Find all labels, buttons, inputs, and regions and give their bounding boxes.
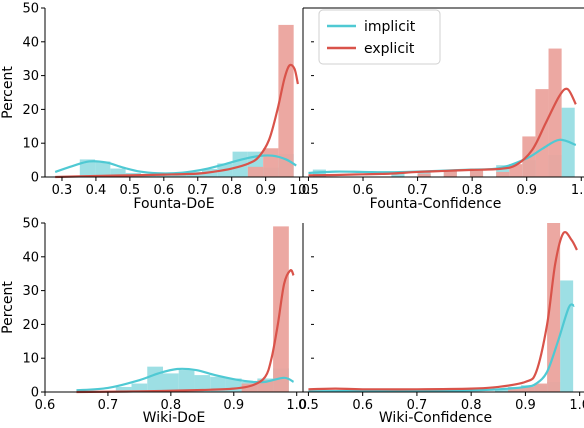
wiki-confidence-xtick-label: 0.6	[352, 398, 373, 413]
wiki-doe-ytick-label: 20	[22, 318, 39, 333]
founta-doe-xtick-label: 0.6	[153, 183, 174, 198]
founta-doe-ytick-label: 0	[31, 171, 39, 186]
founta-confidence-xlabel: Founta-Confidence	[370, 196, 502, 212]
wiki-confidence-xtick-label: 1.0	[569, 398, 584, 413]
founta-confidence-implicit-bar	[391, 173, 405, 177]
legend: implicit explicit	[318, 9, 441, 65]
founta-doe-xtick-label: 0.7	[187, 183, 208, 198]
wiki-confidence-explicit-bar	[534, 383, 548, 392]
wiki-doe-ytick-label: 50	[22, 217, 39, 232]
founta-doe-implicit-bar	[79, 159, 96, 177]
founta-doe-ytick-label: 20	[22, 103, 39, 118]
founta-confidence-explicit-kde-line	[308, 87, 577, 177]
wiki-confidence-xtick-label: 0.7	[407, 398, 428, 413]
wiki-confidence-implicit-bar	[495, 388, 509, 392]
wiki-doe-implicit-kde-line	[76, 367, 295, 392]
founta-confidence-explicit-bar	[548, 48, 562, 178]
founta-doe-explicit-bar	[247, 166, 264, 177]
founta-doe-explicit-bar	[278, 24, 294, 178]
wiki-doe-ytick-label: 0	[31, 386, 39, 401]
founta-doe-xtick-label: 0.5	[120, 183, 141, 198]
founta-confidence-explicit-bar	[496, 171, 510, 177]
founta-confidence-xtick-label: 0.6	[353, 183, 374, 198]
founta-confidence-implicit-bar	[496, 165, 510, 177]
wiki-confidence-implicit-kde-line	[308, 303, 575, 393]
wiki-confidence-xtick-label: 0.5	[298, 398, 319, 413]
legend-box	[318, 9, 441, 65]
founta-doe-xtick-label: 1.0	[289, 183, 310, 198]
founta-confidence-xtick-label: 1.0	[571, 183, 584, 198]
founta-confidence-xtick-label: 0.9	[516, 183, 537, 198]
wiki-confidence-explicit-bar	[508, 387, 522, 392]
wiki-doe-implicit-bar	[115, 386, 132, 392]
wiki-doe-xtick-label: 1.0	[286, 398, 307, 413]
wiki-doe-implicit-bar	[131, 383, 148, 392]
founta-confidence-explicit-bar	[443, 170, 457, 177]
founta-doe-ytick-label: 40	[22, 35, 39, 50]
wiki-doe-xtick-label: 0.7	[98, 398, 119, 413]
wiki-doe-xtick-label: 0.8	[161, 398, 182, 413]
wiki-doe-implicit-bar	[194, 375, 211, 392]
founta-doe-explicit-bar	[263, 148, 279, 177]
founta-doe-xtick-label: 0.4	[86, 183, 107, 198]
founta-confidence-explicit-bar	[469, 168, 484, 177]
wiki-doe-implicit-bar	[178, 370, 195, 392]
wiki-doe-implicit-bar	[147, 366, 163, 392]
legend-label-implicit: implicit	[364, 19, 416, 35]
founta-doe-xtick-label: 0.3	[52, 183, 73, 198]
wiki-doe-ytick-label: 40	[22, 250, 39, 265]
founta-confidence-xtick-label: 0.5	[298, 183, 319, 198]
wiki-confidence-explicit-bar	[521, 386, 535, 392]
founta-confidence-xtick-label: 0.7	[407, 183, 428, 198]
founta-doe-ytick-label: 10	[22, 137, 39, 152]
wiki-doe-implicit-bar	[162, 373, 179, 392]
founta-doe-panel: 0.3 0.4 0.5 0.6 0.7 0.8 0.9 1.0 0 10 20 30 40 50 Fount…	[0, 2, 310, 213]
wiki-confidence-implicit-bar	[560, 280, 574, 392]
wiki-confidence-xtick-label: 0.9	[515, 398, 536, 413]
wiki-doe-implicit-bar	[210, 376, 226, 392]
wiki-doe-xtick-label: 0.6	[35, 398, 56, 413]
wiki-doe-explicit-bar	[241, 383, 258, 392]
founta-doe-implicit-bar	[95, 161, 111, 177]
founta-doe-implicit-bar	[110, 168, 126, 177]
founta-doe-implicit-kde-line	[54, 154, 297, 175]
wiki-doe-ytick-label: 10	[22, 352, 39, 367]
wiki-doe-explicit-bar	[257, 380, 274, 392]
founta-doe-xtick-label: 0.8	[221, 183, 242, 198]
founta-doe-xtick-label: 0.9	[255, 183, 276, 198]
wiki-confidence-xlabel: Wiki-Confidence	[379, 410, 492, 426]
founta-confidence-xtick-label: 0.8	[462, 183, 483, 198]
legend-label-explicit: explicit	[364, 41, 415, 57]
founta-doe-ylabel: Percent	[0, 66, 16, 119]
founta-doe-ytick-label: 30	[22, 69, 39, 84]
founta-confidence-explicit-bar	[417, 173, 431, 177]
founta-confidence-panel: 0.5 0.6 0.7 0.8 0.9 1.0 Founta-Confidence	[298, 8, 584, 212]
wiki-doe-xlabel: Wiki-DoE	[143, 410, 206, 426]
wiki-confidence-explicit-bar	[547, 223, 561, 392]
wiki-confidence-panel: 0.5 0.6 0.7 0.8 0.9 1.0 Wiki-Confidence	[298, 223, 584, 426]
founta-doe-xlabel: Founta-DoE	[133, 196, 214, 212]
wiki-confidence-xtick-label: 0.8	[461, 398, 482, 413]
wiki-doe-panel: 0.6 0.7 0.8 0.9 1.0 0 10 20 30 40 50 Wiki-DoE Percen…	[0, 217, 307, 427]
founta-doe-explicit-kde-line	[55, 63, 299, 179]
wiki-doe-ytick-label: 30	[22, 284, 39, 299]
founta-doe-ytick-label: 50	[22, 2, 39, 17]
wiki-doe-ylabel: Percent	[0, 281, 16, 334]
wiki-doe-explicit-kde-line	[76, 268, 295, 394]
wiki-confidence-explicit-kde-line	[308, 231, 578, 391]
wiki-doe-xtick-label: 0.9	[223, 398, 244, 413]
